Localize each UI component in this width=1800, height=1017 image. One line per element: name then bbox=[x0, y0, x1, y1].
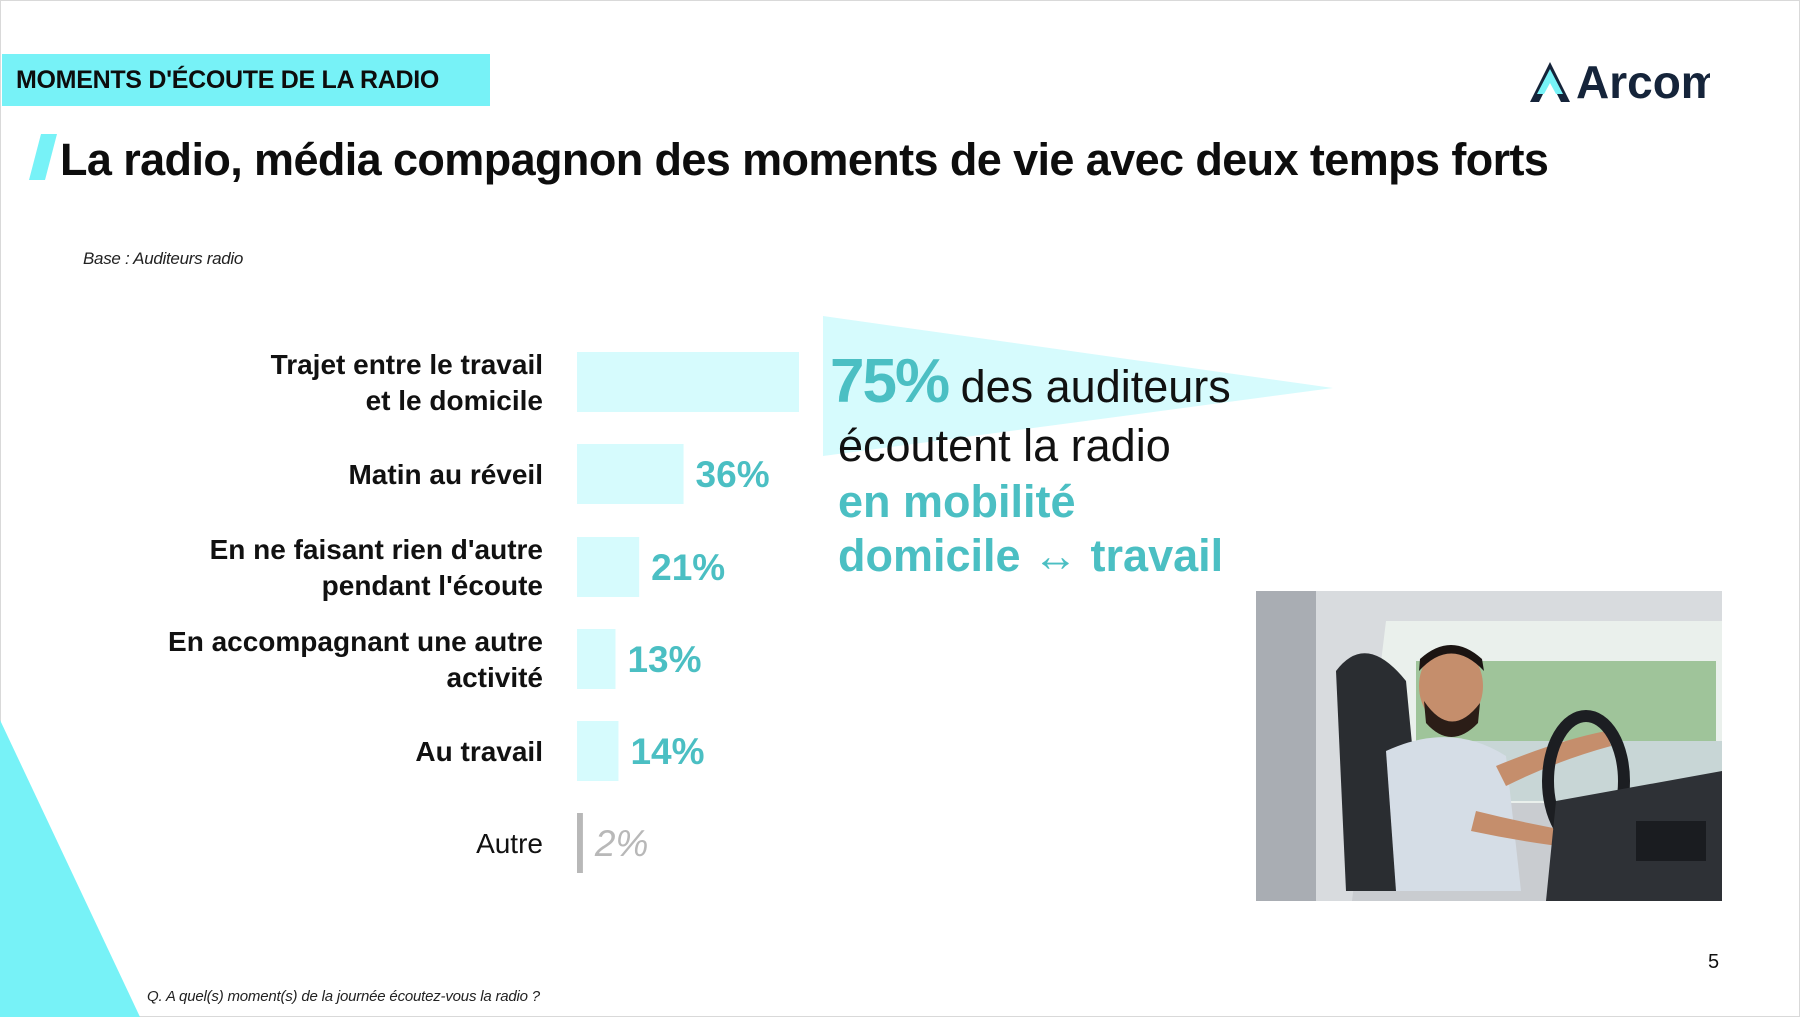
category-label-3: En accompagnant une autre activité bbox=[168, 626, 543, 693]
category-label-0: Trajet entre le travail et le domicile bbox=[271, 349, 543, 416]
headline: La radio, média compagnon des moments de… bbox=[60, 134, 1549, 185]
callout: 75% des auditeurs écoutent la radio en m… bbox=[830, 351, 1370, 583]
category-label-1: Matin au réveil bbox=[348, 459, 543, 490]
bar-1 bbox=[577, 444, 684, 504]
callout-wedge bbox=[823, 316, 1333, 456]
arcom-logo: Arcom bbox=[1530, 56, 1710, 108]
logo-text: Arcom bbox=[1576, 56, 1710, 108]
callout-percent: 75% bbox=[830, 347, 950, 416]
category-label-5: Autre bbox=[476, 828, 543, 859]
bar-3 bbox=[577, 629, 616, 689]
callout-line-3: en mobilité bbox=[838, 476, 1076, 527]
value-label-5: 2% bbox=[594, 823, 648, 864]
driver-photo bbox=[1256, 591, 1722, 901]
value-label-3: 13% bbox=[627, 639, 701, 680]
callout-line-4: domicile ↔ travail bbox=[838, 530, 1224, 581]
page-number: 5 bbox=[1708, 951, 1720, 973]
value-label-1: 36% bbox=[696, 454, 770, 495]
bar-2 bbox=[577, 537, 640, 597]
category-label-2: En ne faisant rien d'autre pendant l'écou… bbox=[210, 534, 543, 601]
corner-accent-triangle bbox=[0, 720, 140, 1017]
bar-0 bbox=[577, 352, 799, 412]
callout-text-1: des auditeurs bbox=[948, 361, 1231, 412]
headline-accent-slash bbox=[29, 134, 57, 180]
value-label-4: 14% bbox=[630, 731, 704, 772]
section-tag: MOMENTS D'ÉCOUTE DE LA RADIO bbox=[2, 54, 490, 106]
bar-4 bbox=[577, 721, 619, 781]
callout-line-1: 75% des auditeurs bbox=[830, 351, 1370, 417]
value-label-2: 21% bbox=[651, 547, 725, 588]
bar-5 bbox=[577, 813, 583, 873]
callout-line-2: écoutent la radio bbox=[838, 420, 1171, 471]
survey-question: Q. A quel(s) moment(s) de la journée éco… bbox=[147, 988, 540, 1005]
base-note: Base : Auditeurs radio bbox=[83, 249, 244, 268]
category-label-4: Au travail bbox=[415, 736, 543, 767]
